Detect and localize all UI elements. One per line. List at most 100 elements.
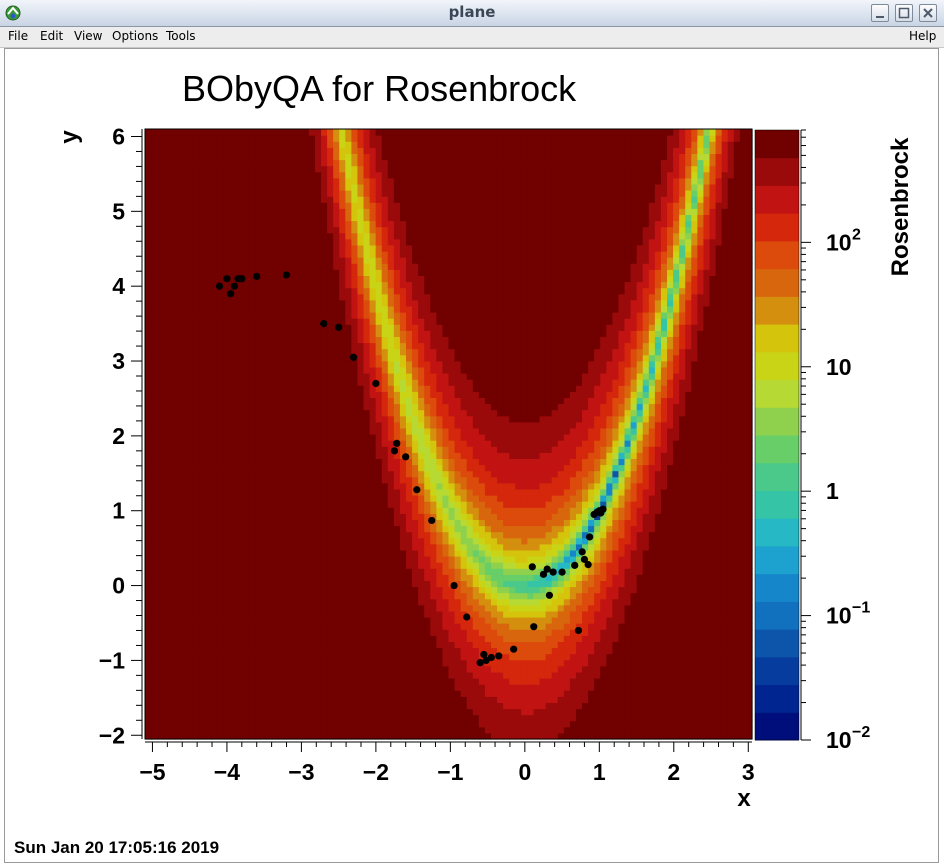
heatmap-cell bbox=[381, 610, 389, 618]
heatmap-cell bbox=[369, 257, 377, 264]
heatmap-cell bbox=[248, 598, 255, 606]
heatmap-cell bbox=[181, 537, 189, 545]
heatmap-cell bbox=[242, 501, 249, 508]
heatmap-cell bbox=[248, 269, 255, 276]
heatmap-cell bbox=[442, 324, 450, 331]
heatmap-cell bbox=[296, 482, 304, 490]
heatmap-cell bbox=[296, 238, 304, 246]
heatmap-cell bbox=[393, 360, 401, 368]
heatmap-cell bbox=[199, 177, 207, 185]
heatmap-cell bbox=[193, 684, 201, 691]
heatmap-cell bbox=[217, 373, 225, 380]
heatmap-cell bbox=[296, 305, 304, 313]
heatmap-cell bbox=[193, 330, 201, 337]
heatmap-cell bbox=[308, 305, 316, 313]
heatmap-cell bbox=[345, 586, 352, 594]
heatmap-cell bbox=[211, 171, 219, 179]
heatmap-cell bbox=[151, 183, 158, 191]
heatmap-cell bbox=[157, 257, 164, 264]
heatmap-cell bbox=[399, 324, 407, 331]
heatmap-cell bbox=[412, 623, 419, 630]
heatmap-cell bbox=[363, 507, 371, 514]
root-app-icon[interactable] bbox=[4, 4, 22, 22]
heatmap-cell bbox=[151, 360, 158, 368]
heatmap-cell bbox=[345, 379, 352, 386]
heatmap-cell bbox=[363, 226, 371, 234]
heatmap-cell bbox=[381, 568, 389, 575]
heatmap-cell bbox=[363, 379, 371, 386]
heatmap-cell bbox=[430, 360, 437, 368]
heatmap-cell bbox=[229, 257, 237, 264]
heatmap-cell bbox=[363, 305, 371, 313]
heatmap-cell bbox=[163, 171, 170, 179]
heatmap-cell bbox=[175, 312, 183, 319]
heatmap-cell bbox=[163, 385, 170, 392]
heatmap-cell bbox=[157, 610, 164, 618]
heatmap-cell bbox=[327, 543, 334, 551]
menu-help[interactable]: Help bbox=[909, 29, 937, 43]
minimize-button[interactable] bbox=[871, 4, 889, 22]
heatmap-cell bbox=[381, 513, 389, 520]
heatmap-cell bbox=[266, 617, 274, 624]
heatmap-cell bbox=[296, 562, 304, 569]
heatmap-cell bbox=[339, 287, 346, 295]
heatmap-cell bbox=[321, 220, 328, 228]
heatmap-cell bbox=[229, 488, 237, 496]
heatmap-cell bbox=[199, 653, 207, 661]
heatmap-cell bbox=[175, 391, 183, 398]
heatmap-cell bbox=[211, 726, 219, 734]
heatmap-cell bbox=[266, 434, 274, 441]
heatmap-cell bbox=[321, 434, 328, 441]
heatmap-cell bbox=[406, 391, 413, 398]
heatmap-cell bbox=[327, 690, 334, 697]
heatmap-cell bbox=[424, 397, 431, 405]
heatmap-cell bbox=[333, 415, 340, 423]
heatmap-cell bbox=[229, 549, 237, 557]
heatmap-cell bbox=[193, 312, 201, 319]
heatmap-cell bbox=[387, 446, 395, 453]
heatmap-cell bbox=[254, 513, 261, 520]
heatmap-cell bbox=[211, 665, 219, 673]
heatmap-cell bbox=[308, 196, 316, 203]
heatmap-cell bbox=[339, 604, 346, 612]
heatmap-cell bbox=[236, 549, 243, 557]
heatmap-cell bbox=[248, 592, 255, 600]
close-button[interactable] bbox=[919, 4, 937, 22]
heatmap-cell bbox=[175, 440, 183, 447]
heatmap-cell bbox=[145, 421, 152, 429]
heatmap-cell bbox=[229, 635, 237, 642]
heatmap-cell bbox=[412, 415, 419, 423]
heatmap-cell bbox=[381, 330, 389, 337]
heatmap-cell bbox=[412, 129, 419, 136]
menu-file[interactable]: File bbox=[8, 29, 29, 43]
heatmap-cell bbox=[187, 556, 195, 563]
menu-edit[interactable]: Edit bbox=[40, 29, 64, 43]
heatmap-cell bbox=[290, 232, 298, 240]
heatmap-cell bbox=[381, 592, 389, 600]
maximize-button[interactable] bbox=[895, 4, 913, 22]
heatmap-cell bbox=[205, 507, 213, 514]
menu-tools[interactable]: Tools bbox=[166, 29, 196, 43]
menu-options[interactable]: Options bbox=[112, 29, 159, 43]
heatmap-cell bbox=[242, 659, 249, 667]
heatmap-cell bbox=[290, 531, 298, 539]
menu-view[interactable]: View bbox=[74, 29, 103, 43]
heatmap-cell bbox=[314, 226, 322, 234]
heatmap-cell bbox=[145, 263, 152, 270]
heatmap-cell bbox=[369, 641, 377, 649]
heatmap-cell bbox=[381, 269, 389, 276]
heatmap-cell bbox=[314, 238, 322, 246]
heatmap-cell bbox=[412, 171, 419, 179]
heatmap-cell bbox=[211, 696, 219, 703]
heatmap-cell bbox=[363, 415, 371, 423]
heatmap-cell bbox=[217, 403, 225, 411]
heatmap-cell bbox=[223, 635, 231, 642]
heatmap-cell bbox=[290, 708, 298, 716]
heatmap-cell bbox=[175, 238, 183, 246]
heatmap-cell bbox=[284, 208, 292, 215]
heatmap-cell bbox=[260, 586, 267, 594]
heatmap-cell bbox=[393, 232, 401, 240]
heatmap-cell bbox=[333, 135, 340, 142]
heatmap-cell bbox=[381, 415, 389, 423]
heatmap-cell bbox=[169, 299, 176, 307]
